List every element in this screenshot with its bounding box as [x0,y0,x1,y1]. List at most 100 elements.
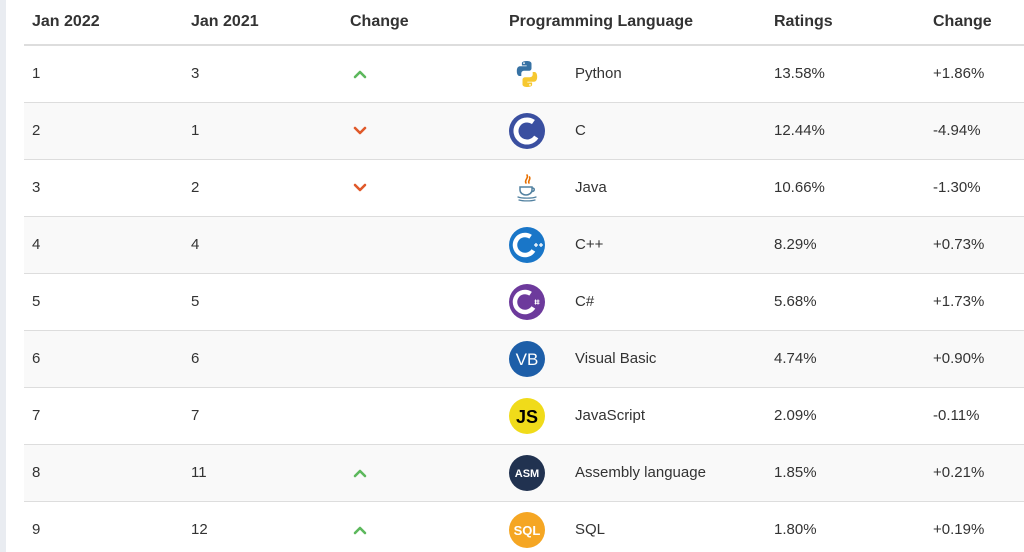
header-jan-2021: Jan 2021 [183,0,342,46]
header-change: Change [342,0,501,46]
svg-text:ASM: ASM [515,468,539,480]
arrow-up-icon [350,468,501,478]
language-name: Java [575,179,607,196]
language-with-logo: JS JavaScript [509,397,766,434]
rank-change-indicator [342,500,501,552]
language-with-logo: SQL SQL [509,511,766,548]
python-logo-icon [509,56,545,92]
language-with-logo: ASM Assembly language [509,454,766,491]
language-with-logo: Java [509,170,766,206]
language-with-logo: C# [509,283,766,320]
visual-basic-logo-icon: VB [509,340,545,377]
table-row: 5 5 C# 5.68% +1.73% [24,272,1024,330]
assembly-logo-icon: ASM [509,454,545,491]
sql-logo-icon: SQL [509,511,545,548]
header-change-percent: Change [925,0,1024,46]
table-row: 6 6 VB Visual Basic 4.74% +0.90% [24,329,1024,387]
c-logo-icon [509,112,545,149]
table-row: 9 12 SQL SQL 1.80% +0.19% [24,500,1024,552]
header-jan-2022: Jan 2022 [24,0,183,46]
rank-change-indicator [342,329,501,387]
rank-jan-2022: 5 [24,272,183,330]
header-ratings: Ratings [766,0,925,46]
rank-jan-2022: 9 [24,500,183,552]
rank-change-indicator [342,44,501,102]
rank-jan-2022: 7 [24,386,183,444]
java-logo-icon [509,170,545,206]
programming-language-cell: Python [501,44,766,102]
rank-change-indicator [342,215,501,273]
arrow-up-icon [350,525,501,535]
programming-language-cell: Java [501,158,766,216]
rating-change-value: +0.73% [925,215,1024,273]
header-programming-language: Programming Language [501,0,766,46]
csharp-logo-icon [509,283,545,320]
rank-jan-2022: 3 [24,158,183,216]
rank-jan-2022: 2 [24,101,183,159]
rank-jan-2021: 12 [183,500,342,552]
rank-jan-2021: 2 [183,158,342,216]
programming-language-cell: C# [501,272,766,330]
language-name: SQL [575,521,606,539]
programming-language-cell: C++ [501,215,766,273]
language-name: Assembly language [575,464,706,481]
rating-change-value: +1.73% [925,272,1024,330]
language-with-logo: C++ [509,226,766,263]
language-name: JavaScript [575,407,646,424]
table-row: 8 11 ASM Assembly language 1.85% +0.21% [24,443,1024,501]
programming-language-cell: SQL SQL [501,500,766,552]
rating-value: 12.44% [766,101,925,159]
rank-change-indicator [342,443,501,501]
table-row: 1 3 Python 13.58% +1.86% [24,44,1024,102]
rating-value: 4.74% [766,329,925,387]
table-body: 1 3 Python 13.58% +1.86% 2 1 C 12.44% -4.94% 3 2 Jav… [24,44,1024,552]
rating-value: 10.66% [766,158,925,216]
language-name: Visual Basic [575,350,657,367]
rating-value: 1.80% [766,500,925,552]
rank-jan-2022: 8 [24,443,183,501]
rank-jan-2021: 3 [183,44,342,102]
rank-change-indicator [342,386,501,444]
table-row: 4 4 C++ 8.29% +0.73% [24,215,1024,273]
table-header: Jan 2022 Jan 2021 Change Programming Lan… [24,0,1024,46]
rank-jan-2021: 1 [183,101,342,159]
rank-jan-2022: 4 [24,215,183,273]
svg-text:SQL: SQL [514,523,541,538]
language-with-logo: Python [509,56,766,92]
rating-change-value: -0.11% [925,386,1024,444]
programming-language-cell: ASM Assembly language [501,443,766,501]
arrow-down-icon [350,183,501,193]
rating-change-value: +1.86% [925,44,1024,102]
rating-change-value: -1.30% [925,158,1024,216]
rating-value: 2.09% [766,386,925,444]
rating-value: 13.58% [766,44,925,102]
rating-value: 5.68% [766,272,925,330]
svg-text:JS: JS [516,407,538,427]
rank-change-indicator [342,158,501,216]
language-name: C++ [575,236,604,253]
table-row: 7 7 JS JavaScript 2.09% -0.11% [24,386,1024,444]
rank-change-indicator [342,272,501,330]
language-name: Python [575,65,622,83]
language-name: C# [575,293,595,310]
javascript-logo-icon: JS [509,397,545,434]
rating-change-value: -4.94% [925,101,1024,159]
arrow-down-icon [350,126,501,136]
rating-value: 8.29% [766,215,925,273]
rating-change-value: +0.90% [925,329,1024,387]
rank-jan-2021: 4 [183,215,342,273]
header-row: Jan 2022 Jan 2021 Change Programming Lan… [24,0,1024,46]
table-row: 2 1 C 12.44% -4.94% [24,101,1024,159]
language-name: C [575,122,586,139]
language-with-logo: C [509,112,766,149]
programming-language-cell: VB Visual Basic [501,329,766,387]
cpp-logo-icon [509,226,545,263]
language-ranking-table: Jan 2022 Jan 2021 Change Programming Lan… [24,0,1024,552]
rating-value: 1.85% [766,443,925,501]
table-row: 3 2 Java 10.66% -1.30% [24,158,1024,216]
arrow-up-icon [350,69,501,79]
programming-language-cell: JS JavaScript [501,386,766,444]
rank-jan-2021: 5 [183,272,342,330]
language-with-logo: VB Visual Basic [509,340,766,377]
